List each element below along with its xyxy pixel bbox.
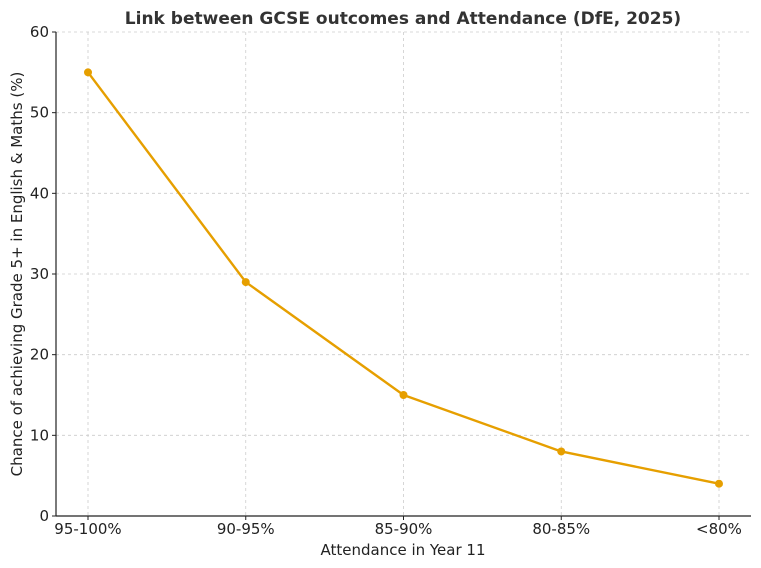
y-tick-label: 0 <box>39 507 49 525</box>
x-tick-label: 95-100% <box>54 520 121 538</box>
y-tick-label: 20 <box>30 346 49 364</box>
axes: 0 10 20 30 40 50 60 95-100% 90-95% 85-90% 80-85% <8… <box>30 23 751 538</box>
data-point <box>399 391 408 399</box>
y-axis-label: Chance of achieving Grade 5+ in English … <box>8 72 26 477</box>
y-tick-label: 40 <box>30 184 49 202</box>
labels-layer: Link between GCSE outcomes and Attendanc… <box>8 9 681 559</box>
data-point <box>241 278 250 287</box>
x-tick-label: 85-90% <box>375 520 433 538</box>
data-point <box>557 447 566 456</box>
y-tick-label: 60 <box>30 23 49 41</box>
series-layer <box>84 68 723 488</box>
data-point <box>84 68 92 77</box>
data-point <box>715 479 723 488</box>
grid <box>56 31 751 517</box>
y-tick-label: 30 <box>30 265 49 283</box>
x-tick-label: 90-95% <box>217 520 275 538</box>
y-tick-label: 10 <box>30 426 49 444</box>
x-tick-label: <80% <box>696 520 742 538</box>
chart-title: Link between GCSE outcomes and Attendanc… <box>125 9 681 29</box>
x-tick-label: 80-85% <box>532 520 590 538</box>
y-tick-label: 50 <box>30 104 49 122</box>
x-axis-label: Attendance in Year 11 <box>320 541 485 559</box>
